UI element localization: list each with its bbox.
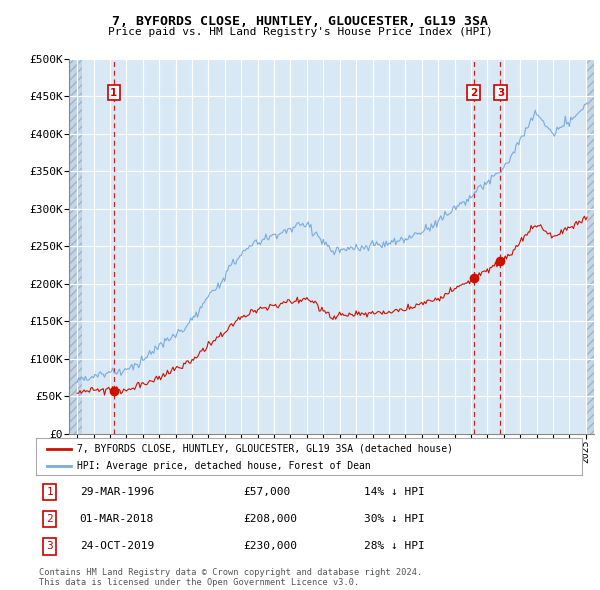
Text: 7, BYFORDS CLOSE, HUNTLEY, GLOUCESTER, GL19 3SA: 7, BYFORDS CLOSE, HUNTLEY, GLOUCESTER, G… [112, 15, 488, 28]
Text: 29-MAR-1996: 29-MAR-1996 [80, 487, 154, 497]
Text: £230,000: £230,000 [244, 542, 298, 552]
Text: 3: 3 [46, 542, 53, 552]
Text: Price paid vs. HM Land Registry's House Price Index (HPI): Price paid vs. HM Land Registry's House … [107, 27, 493, 37]
Bar [587, 59, 594, 434]
Text: 1: 1 [46, 487, 53, 497]
Text: £57,000: £57,000 [244, 487, 291, 497]
Text: HPI: Average price, detached house, Forest of Dean: HPI: Average price, detached house, Fore… [77, 461, 371, 471]
Text: 7, BYFORDS CLOSE, HUNTLEY, GLOUCESTER, GL19 3SA (detached house): 7, BYFORDS CLOSE, HUNTLEY, GLOUCESTER, G… [77, 444, 453, 454]
Text: 30% ↓ HPI: 30% ↓ HPI [364, 514, 424, 525]
Text: £208,000: £208,000 [244, 514, 298, 525]
Text: 2: 2 [470, 88, 477, 98]
Text: 14% ↓ HPI: 14% ↓ HPI [364, 487, 424, 497]
Text: 28% ↓ HPI: 28% ↓ HPI [364, 542, 424, 552]
Text: Contains HM Land Registry data © Crown copyright and database right 2024.: Contains HM Land Registry data © Crown c… [39, 568, 422, 576]
Text: 2: 2 [46, 514, 53, 525]
Text: 24-OCT-2019: 24-OCT-2019 [80, 542, 154, 552]
Text: 01-MAR-2018: 01-MAR-2018 [80, 514, 154, 525]
Text: 3: 3 [497, 88, 504, 98]
Text: This data is licensed under the Open Government Licence v3.0.: This data is licensed under the Open Gov… [39, 578, 359, 586]
Bar [69, 59, 82, 434]
Text: 1: 1 [110, 88, 118, 98]
